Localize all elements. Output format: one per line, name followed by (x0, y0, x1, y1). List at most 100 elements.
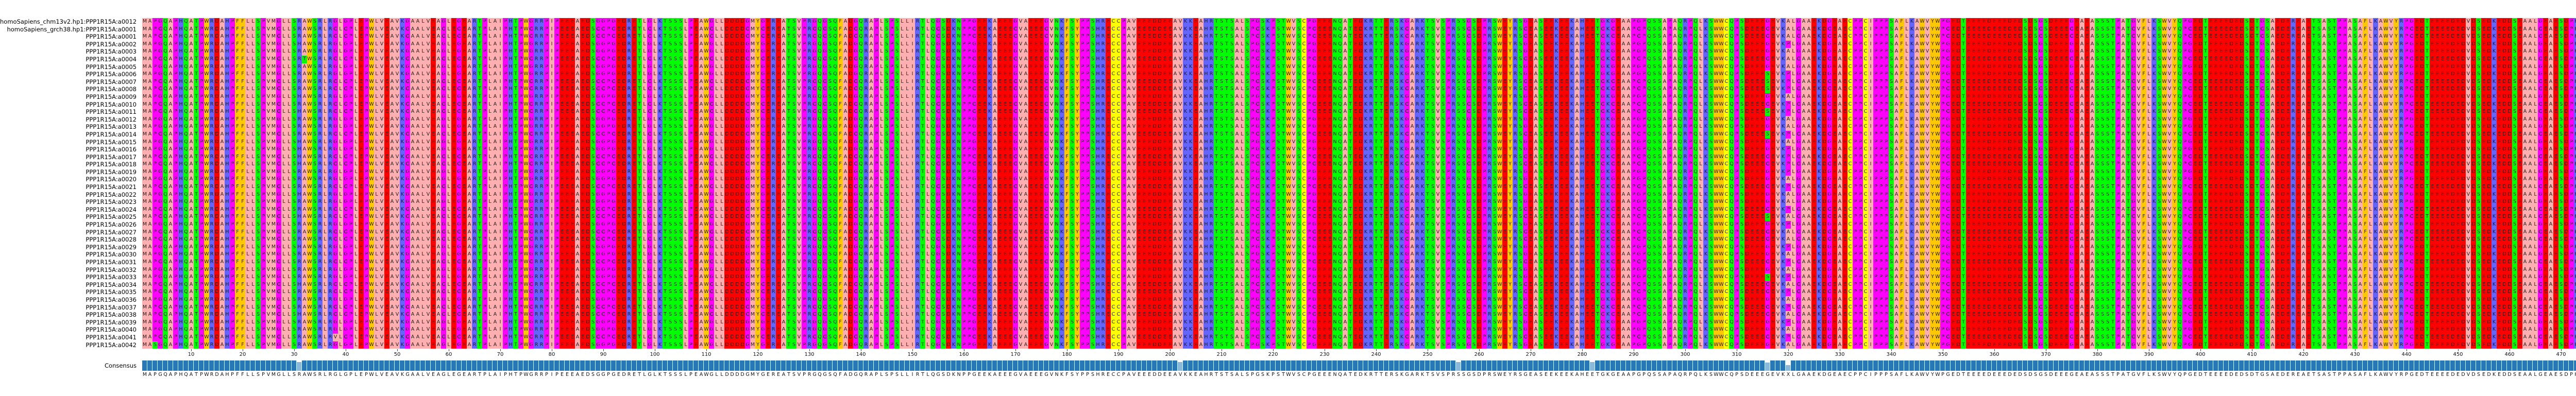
residue-cell: V (2136, 48, 2141, 56)
residue-cell: A (2378, 18, 2383, 26)
residue-cell: R (626, 71, 632, 78)
residue-cell: L (250, 33, 256, 41)
residue-cell: G (2409, 33, 2414, 41)
residue-cell: L (642, 55, 647, 63)
residue-cell: S (312, 33, 317, 41)
residue-cell: P (1270, 71, 1276, 78)
residue-cell: P (961, 25, 967, 33)
residue-cell: D (2450, 18, 2455, 26)
residue-cell: P (1307, 40, 1312, 48)
residue-cell: D (946, 63, 951, 71)
residue-cell: S (941, 40, 946, 48)
residue-cell: W (204, 18, 209, 26)
residue-cell: T (1348, 55, 1353, 63)
residue-cell: Q (858, 48, 863, 56)
residue-cell: E (776, 18, 781, 26)
residue-cell: Q (930, 25, 936, 33)
residue-cell: G (1013, 48, 1018, 56)
residue-cell: V (2136, 33, 2141, 41)
residue-cell: D (735, 63, 740, 71)
residue-cell: R (863, 63, 869, 71)
residue-cell: S (2265, 25, 2270, 33)
residue-cell: S (1276, 40, 1281, 48)
residue-cell: D (2486, 55, 2492, 63)
residue-cell: E (1039, 40, 1044, 48)
residue-cell: S (2476, 63, 2481, 71)
residue-cell: K (951, 18, 956, 26)
residue-cell: A (1234, 25, 1240, 33)
residue-cell: P (802, 55, 807, 63)
residue-cell: P (2342, 63, 2347, 71)
residue-cell: R (1487, 40, 1492, 48)
residue-cell: S (791, 40, 796, 48)
residue-cell: E (1137, 48, 1142, 56)
residue-cell: K (657, 25, 663, 33)
residue-cell: A (168, 55, 173, 63)
residue-cell: G (2069, 55, 2074, 63)
residue-cell: H (1204, 55, 1209, 63)
residue-cell: A (2522, 63, 2528, 71)
residue-cell: E (2517, 48, 2522, 56)
residue-cell: S (1296, 40, 1301, 48)
residue-cell: Q (1729, 63, 1734, 71)
residue-cell: S (1440, 40, 1446, 48)
residue-cell: D (2198, 18, 2203, 26)
residue-cell: E (1590, 18, 1595, 26)
residue-cell: F (1899, 55, 1904, 63)
residue-cell: D (2018, 33, 2023, 41)
residue-cell: E (997, 71, 1003, 78)
residue-cell: P (1270, 25, 1276, 33)
residue-cell: M (750, 63, 755, 71)
residue-cell: E (1590, 25, 1595, 33)
residue-cell: R (1368, 48, 1374, 56)
residue-cell: S (1260, 48, 1265, 56)
residue-cell: A (2270, 55, 2275, 63)
residue-cell: S (1461, 18, 1466, 26)
residue-cell: E (1966, 63, 1971, 71)
residue-cell: E (1564, 25, 1569, 33)
residue-cell: P (1667, 48, 1672, 56)
residue-cell: A (1023, 63, 1028, 71)
residue-cell: P (1873, 40, 1878, 48)
residue-cell: W (1497, 18, 1502, 26)
residue-cell: V (1049, 71, 1054, 78)
residue-cell: P (152, 71, 158, 78)
residue-cell: R (209, 40, 214, 48)
residue-cell: V (1178, 48, 1183, 56)
residue-cell: S (884, 71, 889, 78)
residue-cell: E (1981, 25, 1987, 33)
residue-cell: S (1229, 63, 1234, 71)
residue-cell: E (2012, 40, 2018, 48)
residue-cell: A (1626, 63, 1631, 71)
residue-cell: E (2234, 63, 2239, 71)
residue-cell: F (1064, 48, 1070, 56)
residue-cell: L (446, 33, 451, 41)
residue-cell: E (982, 25, 987, 33)
residue-cell: E (2440, 55, 2445, 63)
residue-cell: E (1981, 33, 1987, 41)
residue-cell: S (2023, 25, 2028, 33)
residue-cell: G (1523, 25, 1528, 33)
residue-cell: P (1085, 48, 1090, 56)
residue-cell: C (1848, 33, 1853, 41)
residue-cell: E (2074, 18, 2079, 26)
residue-cell: P (889, 40, 894, 48)
residue-cell: A (1234, 18, 1240, 26)
residue-cell: A (467, 63, 472, 71)
residue-cell: E (1755, 55, 1760, 63)
residue-cell: Q (1337, 55, 1343, 63)
residue-cell: S (1260, 71, 1265, 78)
residue-cell: M (142, 48, 147, 56)
residue-cell: D (2564, 40, 2569, 48)
residue-cell: R (317, 18, 323, 26)
residue-cell: E (632, 25, 637, 33)
residue-cell: E (997, 48, 1003, 56)
residue-cell: P (554, 40, 560, 48)
residue-cell: T (1214, 40, 1219, 48)
residue-cell: S (2033, 55, 2038, 63)
residue-cell: K (1265, 18, 1270, 26)
residue-cell: G (1044, 48, 1049, 56)
residue-cell: R (472, 33, 477, 41)
residue-cell: A (1806, 25, 1811, 33)
residue-cell: P (482, 25, 487, 33)
